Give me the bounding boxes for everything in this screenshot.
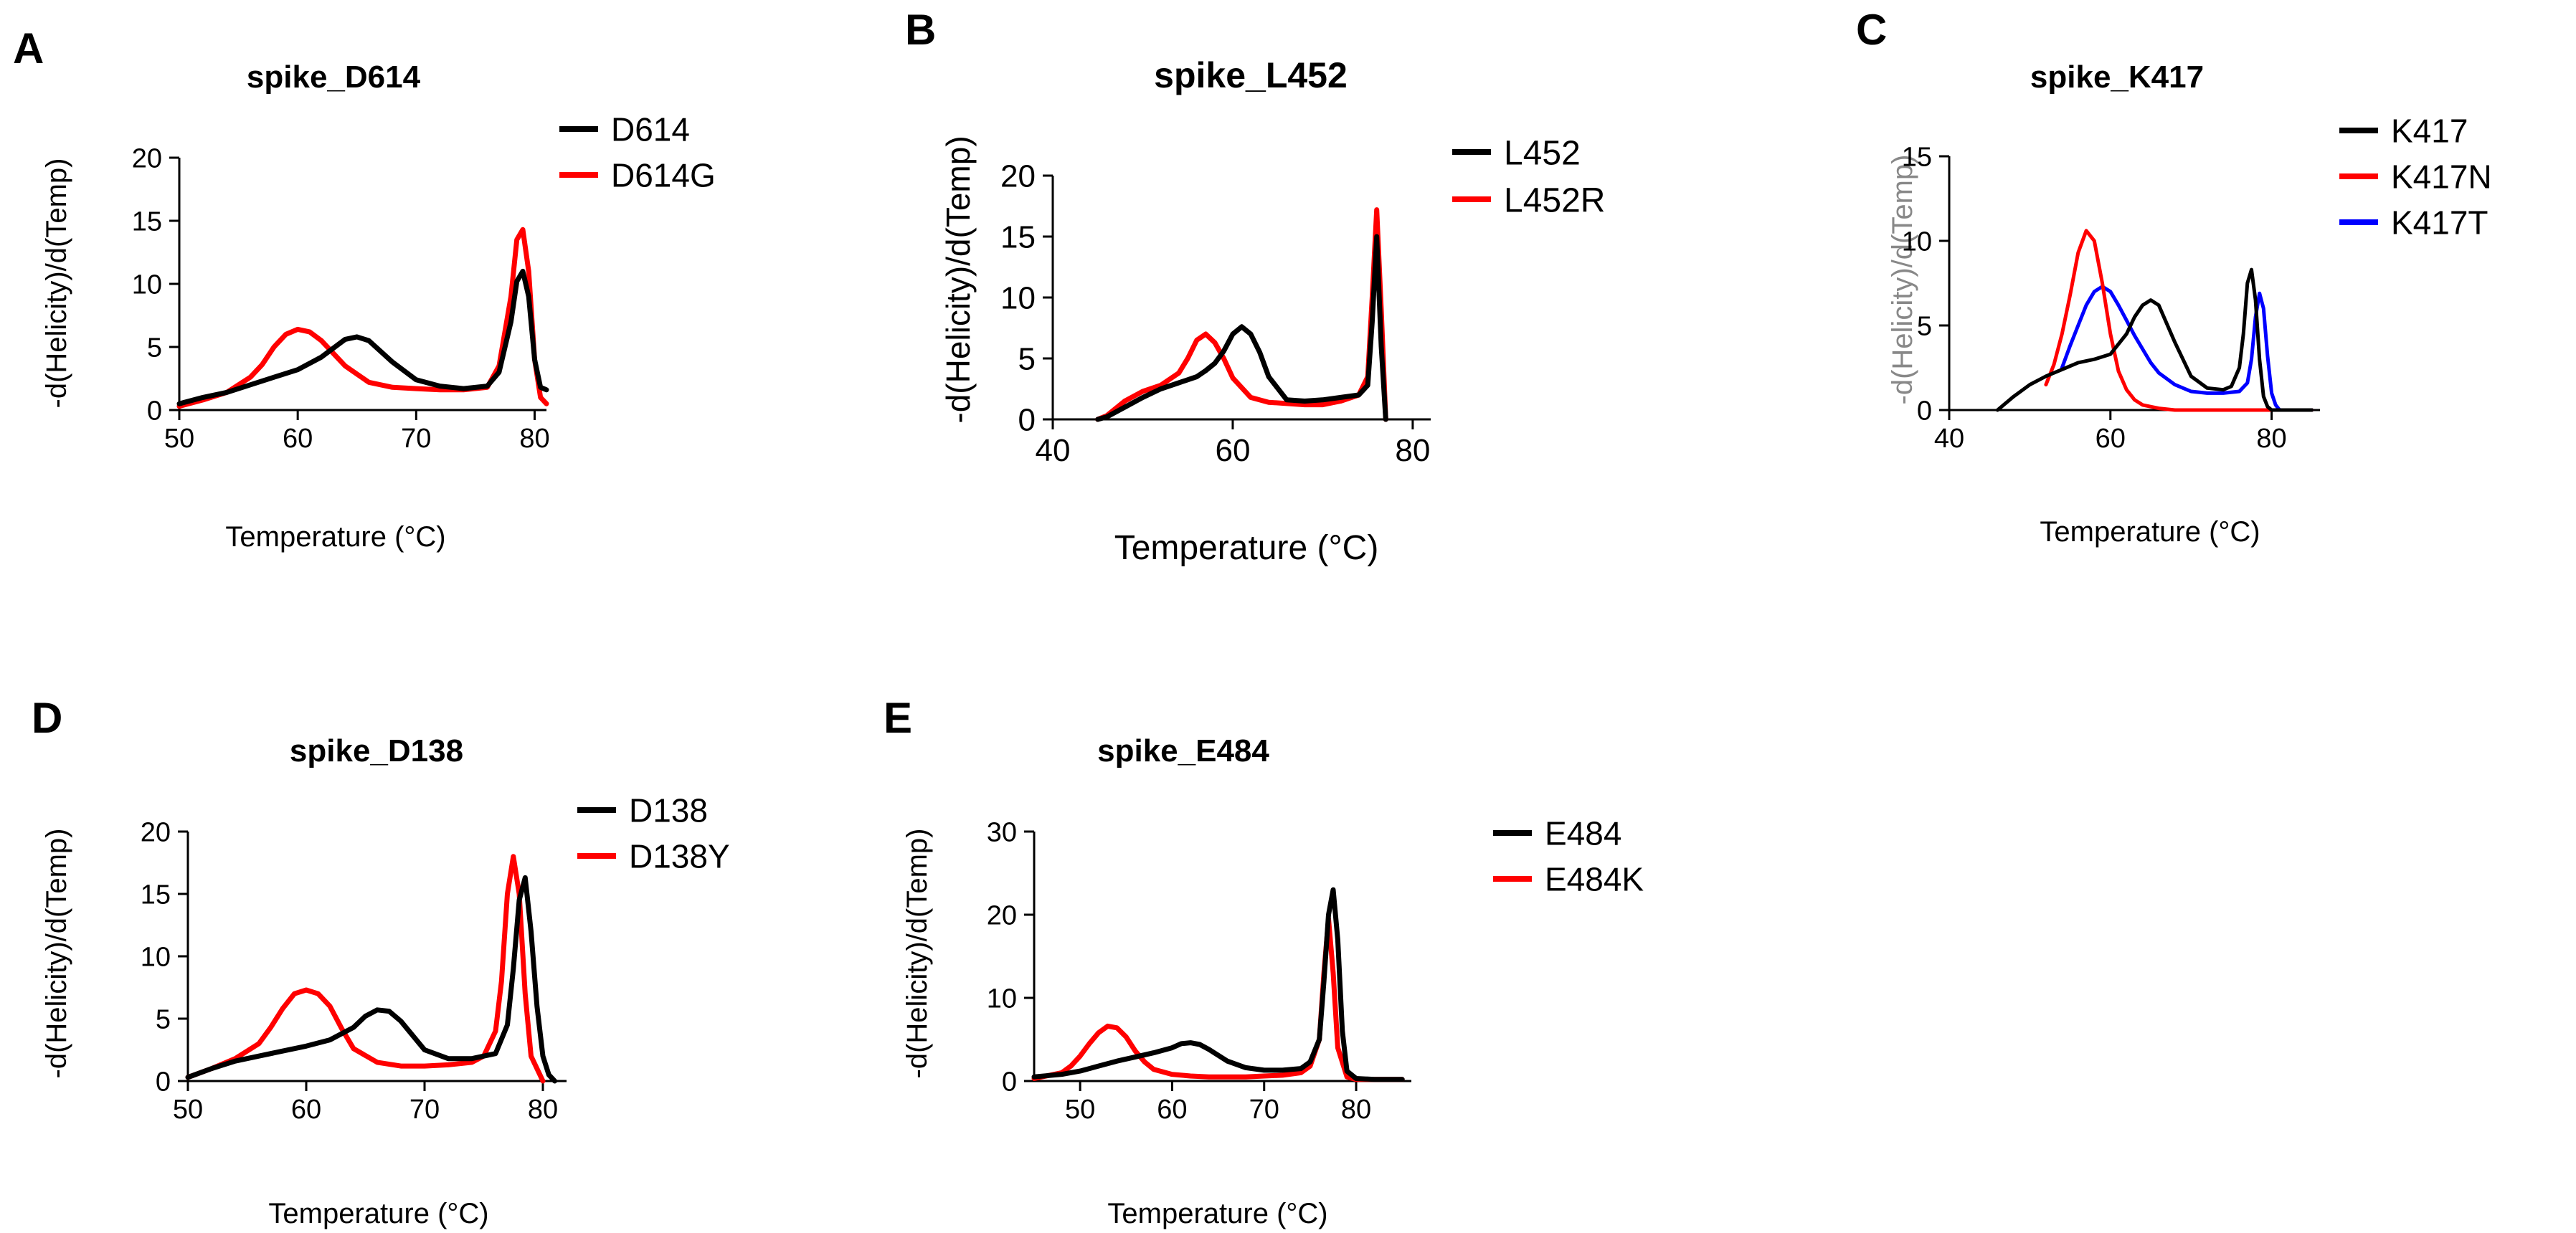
legend-label: D138 [629,792,708,829]
chart-title: spike_K417 [2030,59,2204,95]
y-axis-label: -d(Helicity)/d(Temp) [41,829,72,1079]
legend-label: L452R [1504,181,1605,219]
x-tick-label: 70 [1249,1095,1279,1125]
x-tick-label: 60 [1157,1095,1187,1125]
panel-d: D spike_D138 Temperature (°C) -d(Helicit… [32,694,730,1229]
chart-title: spike_E484 [1097,733,1269,768]
y-tick-label: 15 [1902,142,1932,172]
y-tick-label: 5 [156,1004,171,1034]
series-line-l452r [1095,207,1388,422]
y-tick-label: 10 [132,270,162,300]
legend-label: D138Y [629,838,730,875]
panel-e: E spike_E484 Temperature (°C) -d(Helicit… [884,694,1644,1229]
x-tick-label: 70 [401,424,431,454]
x-axis-label: Temperature (°C) [1107,1198,1327,1229]
y-tick-label: 5 [147,333,162,363]
x-tick-label: 80 [1395,433,1430,468]
x-tick-label: 80 [1341,1095,1371,1125]
chart-title: spike_D614 [247,59,421,95]
series-line-e484k [1031,916,1405,1082]
panel-letter: A [13,24,44,72]
panel-letter: B [905,6,936,54]
legend-label: K417N [2391,158,2492,196]
y-tick-label: 15 [132,206,162,237]
x-tick-label: 60 [291,1095,321,1125]
legend-label: L452 [1504,134,1581,172]
y-tick-label: 10 [987,984,1017,1014]
legend-label: D614G [611,157,716,194]
x-tick-label: 80 [528,1095,558,1125]
panel-c: C spike_K417 Temperature (°C) -d(Helicit… [1856,6,2492,548]
x-tick-label: 50 [164,424,194,454]
y-tick-label: 5 [1917,311,1932,341]
series-line-k417t [2060,285,2314,412]
y-axis-label: -d(Helicity)/d(Temp) [1887,155,1918,405]
series-line-d614 [176,268,549,406]
y-tick-label: 0 [1917,396,1932,426]
y-tick-label: 0 [1018,402,1036,437]
y-tick-label: 20 [987,900,1017,930]
panel-b: B spike_L452 Temperature (°C) -d(Helicit… [905,6,1605,567]
y-axis-label: -d(Helicity)/d(Temp) [939,135,977,423]
x-axis-label: Temperature (°C) [2040,516,2260,548]
series-line-d138y [185,854,546,1084]
panel-a: A spike_D614 Temperature (°C) -d(Helicit… [13,24,716,553]
x-tick-label: 60 [1215,433,1250,468]
series-line-k417n [2044,229,2314,412]
x-tick-label: 50 [173,1095,203,1125]
y-tick-label: 0 [156,1067,171,1097]
x-tick-label: 50 [1065,1095,1095,1125]
x-axis-label: Temperature (°C) [268,1198,488,1229]
x-axis-label: Temperature (°C) [1114,529,1379,567]
x-tick-label: 60 [283,424,313,454]
y-tick-label: 30 [987,817,1017,847]
panel-letter: E [884,694,912,742]
x-tick-label: 80 [2256,424,2286,454]
x-tick-label: 70 [409,1095,440,1125]
legend-label: E484 [1545,815,1621,852]
legend-label: E484K [1545,861,1644,898]
legend-label: K417T [2391,204,2489,242]
panel-letter: D [32,694,62,742]
y-tick-label: 10 [1902,227,1932,257]
legend-label: K417 [2391,113,2468,150]
x-tick-label: 60 [2096,424,2126,454]
y-tick-label: 10 [1000,280,1036,315]
series-line-k417 [1995,267,2314,412]
chart-title: spike_L452 [1154,55,1348,95]
x-tick-label: 80 [519,424,549,454]
x-axis-label: Temperature (°C) [225,521,445,553]
legend-label: D614 [611,111,690,148]
x-tick-label: 40 [1934,424,1964,454]
series-line-d614g [176,227,549,409]
y-tick-label: 20 [132,143,162,173]
y-tick-label: 0 [1002,1067,1017,1097]
y-axis-label: -d(Helicity)/d(Temp) [901,829,933,1079]
series-line-d138 [185,875,557,1084]
y-axis-label: -d(Helicity)/d(Temp) [41,158,72,409]
y-tick-label: 15 [1000,219,1036,254]
series-line-l452 [1095,234,1388,422]
y-tick-label: 0 [147,396,162,426]
y-tick-label: 15 [141,880,171,910]
y-tick-label: 20 [141,817,171,847]
series-line-e484 [1031,887,1405,1082]
y-tick-label: 20 [1000,158,1036,194]
y-tick-label: 10 [141,942,171,972]
chart-title: spike_D138 [290,733,463,768]
x-tick-label: 40 [1036,433,1071,468]
y-tick-label: 5 [1018,341,1036,376]
panel-letter: C [1856,6,1887,54]
